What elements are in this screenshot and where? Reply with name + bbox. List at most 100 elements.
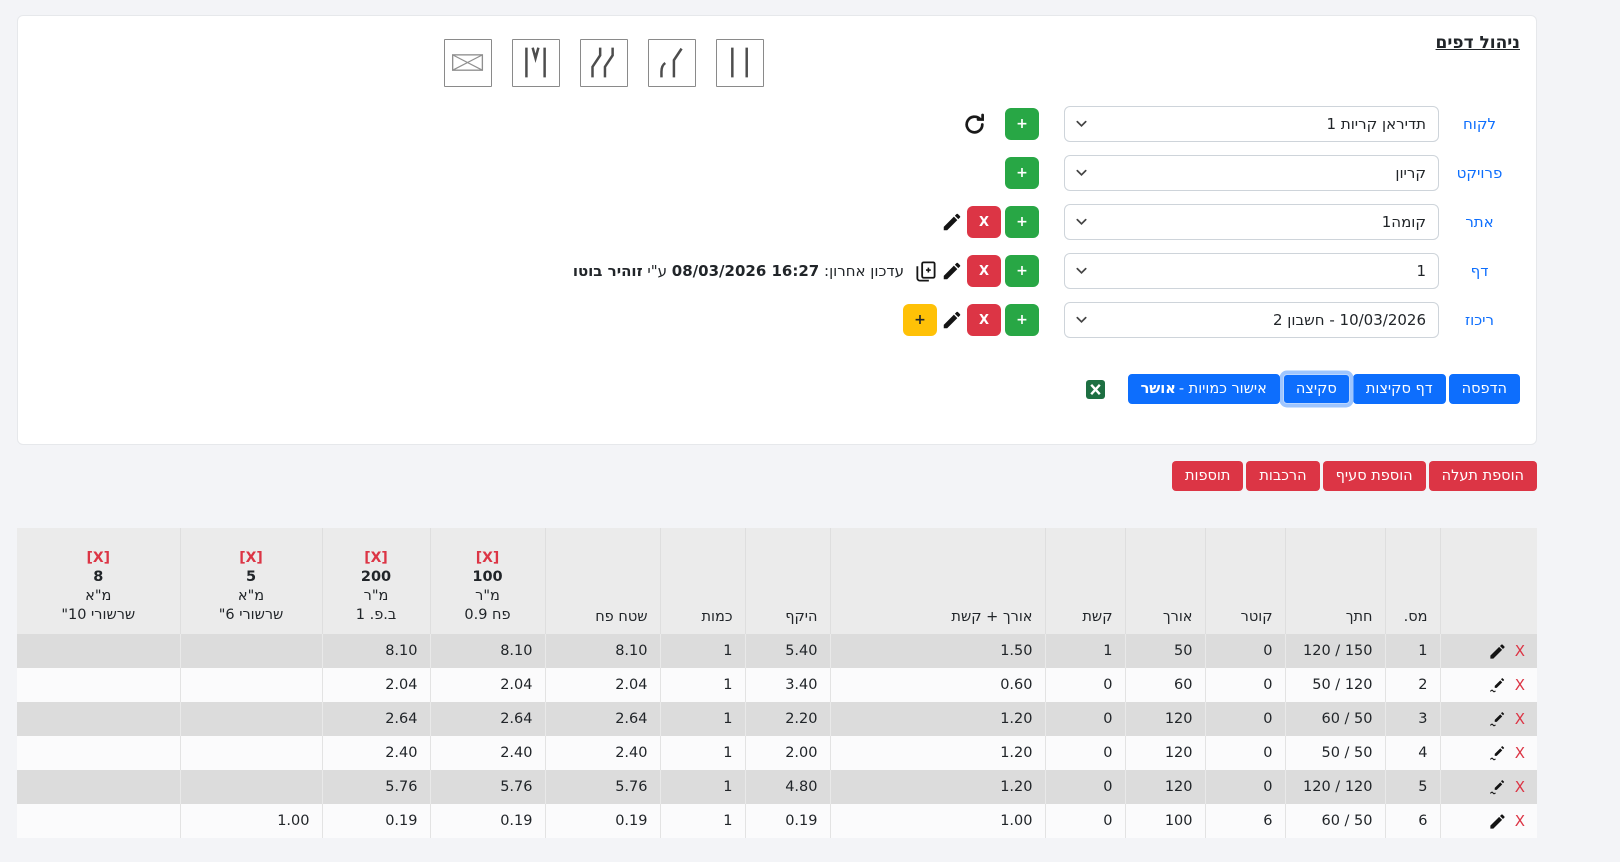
duct-shape-toolbar: [444, 39, 764, 87]
approve-prefix: אישור כמויות -: [1178, 381, 1267, 397]
column-header-line: 8: [93, 569, 104, 585]
cell-diameter: 0: [1204, 668, 1285, 702]
cell-sheet-09: 0.19: [429, 804, 545, 838]
column-header-arc: קשת: [1044, 528, 1125, 634]
remove-column-button[interactable]: [X]: [86, 550, 111, 566]
project-select[interactable]: קריון: [1064, 155, 1439, 191]
delete-row-button[interactable]: X: [1514, 676, 1525, 694]
pencil-icon: [1490, 643, 1505, 659]
delete-row-button[interactable]: X: [1514, 642, 1525, 660]
cell-diameter: 0: [1204, 736, 1285, 770]
cell-num: 2: [1384, 668, 1440, 702]
cell-length: 120: [1124, 702, 1205, 736]
remove-column-button[interactable]: [X]: [475, 550, 500, 566]
column-header-line: מ"ר: [475, 588, 500, 604]
duct-shape-double-offset-button[interactable]: [580, 39, 628, 87]
cell-length-plus-arc: 1.20: [829, 702, 1045, 736]
items-table: מס. חתך קוטר אורך קשת אורך + קשת היקף כמות שטח פ…: [17, 528, 1537, 838]
edit-row-button[interactable]: [1488, 642, 1507, 661]
crossed-duct-icon: [451, 54, 484, 71]
cell-quantity: 1: [659, 634, 745, 668]
cell-diameter: 6: [1204, 804, 1285, 838]
form-row-project: פרויקט קריון +: [34, 155, 1520, 191]
print-button[interactable]: הדפסה: [1448, 374, 1520, 404]
cell-sheet-area: 2.04: [544, 668, 660, 702]
edit-row-button[interactable]: [1488, 778, 1507, 797]
table-row: X 6 50 / 60 6 100 0 1.00 0.19 1 0.19 0.19 0.19 1.00: [17, 804, 1537, 838]
cell-perimeter: 5.40: [744, 634, 830, 668]
delete-page-button[interactable]: X: [967, 255, 1001, 287]
assemblies-button[interactable]: הרכבות: [1246, 461, 1320, 491]
add-channel-button[interactable]: הוספת תעלה: [1428, 461, 1537, 491]
sketch-button[interactable]: סקיצה: [1282, 374, 1350, 404]
project-label: פרויקט: [1456, 164, 1503, 182]
add-item-button[interactable]: הוספת סעיף: [1322, 461, 1426, 491]
add-project-button[interactable]: +: [1005, 157, 1039, 189]
add-client-button[interactable]: +: [1005, 108, 1039, 140]
cell-section: 50 / 60: [1284, 804, 1385, 838]
edit-row-button[interactable]: [1488, 744, 1507, 763]
duct-shape-crossed-button[interactable]: [444, 39, 492, 87]
pencil-signature-icon: [1489, 677, 1504, 692]
delete-row-button[interactable]: X: [1514, 710, 1525, 728]
table-row: X 2 120 / 50 0 60 0 0.60 3.40 1 2.04 2.04 2.04: [17, 668, 1537, 702]
cell-flex-6: 1.00: [179, 804, 322, 838]
page-management-panel: ניהול דפים לקוח תדיראן קריות 1 +: [17, 15, 1537, 445]
approve-quantities-button[interactable]: אישור כמויות - אושר: [1127, 374, 1280, 404]
client-label: לקוח: [1462, 115, 1497, 133]
edit-page-pencil-icon[interactable]: [941, 260, 963, 282]
cell-perimeter: 3.40: [744, 668, 830, 702]
document-actions-bar: הדפסה דף סקיצות סקיצה אישור כמויות - אוש…: [34, 374, 1520, 404]
excel-export-icon[interactable]: [1085, 379, 1105, 399]
edit-summary-pencil-icon[interactable]: [941, 309, 963, 331]
duplicate-page-icon[interactable]: [914, 260, 937, 283]
column-header-actions: [1439, 528, 1537, 634]
edit-site-pencil-icon[interactable]: [941, 211, 963, 233]
cell-bp-1: 2.64: [321, 702, 430, 736]
delete-summary-button[interactable]: X: [967, 304, 1001, 336]
duct-double-offset-icon: [591, 47, 614, 78]
cell-section: 50 / 60: [1284, 702, 1385, 736]
table-row: X 4 50 / 50 0 120 0 1.20 2.00 1 2.40 2.40 2.40: [17, 736, 1537, 770]
cell-section: 120 / 50: [1284, 668, 1385, 702]
cell-num: 4: [1384, 736, 1440, 770]
extras-button[interactable]: תוספות: [1171, 461, 1244, 491]
form-row-client: לקוח תדיראן קריות 1 +: [34, 106, 1520, 142]
table-actions-bar: הוספת תעלה הוספת סעיף הרכבות תוספות: [17, 461, 1537, 491]
remove-column-button[interactable]: [X]: [364, 550, 388, 566]
delete-row-button[interactable]: X: [1514, 812, 1525, 830]
delete-site-button[interactable]: X: [967, 206, 1001, 238]
summary-select[interactable]: 10/03/2026 - חשבון 2: [1064, 302, 1439, 338]
pencil-signature-icon: [1489, 745, 1504, 760]
delete-row-button[interactable]: X: [1514, 744, 1525, 762]
cell-quantity: 1: [659, 736, 745, 770]
site-label: אתר: [1465, 213, 1494, 231]
duct-shape-v-branch-button[interactable]: [512, 39, 560, 87]
duct-shape-elbow-branch-button[interactable]: [648, 39, 696, 87]
column-header-length-plus-arc: אורך + קשת: [829, 528, 1045, 634]
refresh-icon[interactable]: [962, 112, 987, 137]
form-row-summary: ריכוז 10/03/2026 - חשבון 2 + X +: [34, 302, 1520, 338]
site-select[interactable]: קומה1: [1064, 204, 1439, 240]
cell-quantity: 1: [659, 702, 745, 736]
cell-sheet-area: 0.19: [544, 804, 660, 838]
edit-row-button[interactable]: [1488, 710, 1507, 729]
cell-length: 120: [1124, 736, 1205, 770]
selection-form: לקוח תדיראן קריות 1 + פרויקט קריון +: [34, 106, 1520, 338]
edit-row-button[interactable]: [1488, 676, 1507, 695]
duct-shape-straight-button[interactable]: [716, 39, 764, 87]
yellow-add-button[interactable]: +: [903, 304, 937, 336]
remove-column-button[interactable]: [X]: [239, 550, 263, 566]
cell-quantity: 1: [659, 668, 745, 702]
page-label: דף: [1470, 262, 1489, 280]
cell-flex-10: [17, 634, 180, 668]
add-summary-button[interactable]: +: [1005, 304, 1039, 336]
edit-row-button[interactable]: [1488, 812, 1507, 831]
add-page-button[interactable]: +: [1005, 255, 1039, 287]
add-site-button[interactable]: +: [1005, 206, 1039, 238]
column-header-line: מ"ר: [363, 588, 389, 604]
sketch-page-button[interactable]: דף סקיצות: [1352, 374, 1446, 404]
client-select[interactable]: תדיראן קריות 1: [1064, 106, 1439, 142]
delete-row-button[interactable]: X: [1514, 778, 1525, 796]
page-select[interactable]: 1: [1064, 253, 1439, 289]
